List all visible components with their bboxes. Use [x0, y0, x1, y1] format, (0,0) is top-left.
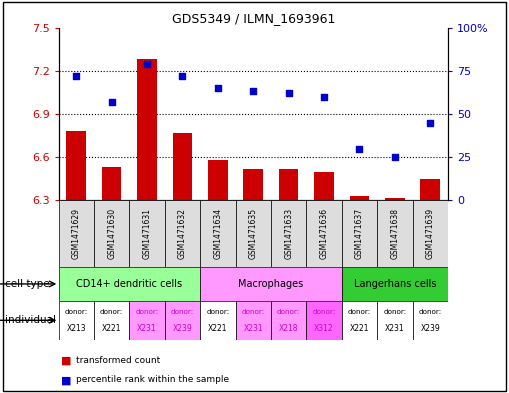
- Text: X221: X221: [102, 325, 121, 333]
- Text: GSM1471631: GSM1471631: [143, 208, 152, 259]
- Text: GSM1471630: GSM1471630: [107, 208, 116, 259]
- Text: X231: X231: [385, 325, 405, 333]
- Text: ■: ■: [61, 375, 72, 385]
- Point: [285, 90, 293, 96]
- Text: X231: X231: [243, 325, 263, 333]
- Text: GSM1471639: GSM1471639: [426, 208, 435, 259]
- Bar: [173, 133, 192, 200]
- Text: GSM1471633: GSM1471633: [284, 208, 293, 259]
- Text: X312: X312: [314, 325, 334, 333]
- Bar: [129, 301, 165, 340]
- Bar: [236, 200, 271, 267]
- Text: donor:: donor:: [348, 309, 371, 315]
- Text: donor:: donor:: [313, 309, 335, 315]
- Bar: [377, 200, 412, 267]
- Bar: [59, 301, 94, 340]
- Text: X239: X239: [173, 325, 192, 333]
- Text: GSM1471634: GSM1471634: [213, 208, 222, 259]
- Bar: [271, 301, 306, 340]
- Text: donor:: donor:: [65, 309, 88, 315]
- Bar: [59, 200, 94, 267]
- Point: [320, 94, 328, 100]
- Text: donor:: donor:: [242, 309, 265, 315]
- Bar: [279, 169, 298, 200]
- Bar: [94, 301, 129, 340]
- Text: X231: X231: [137, 325, 157, 333]
- Text: X221: X221: [208, 325, 228, 333]
- Text: GSM1471636: GSM1471636: [320, 208, 328, 259]
- Bar: [102, 167, 121, 200]
- Text: individual: individual: [5, 315, 56, 325]
- Text: GSM1471637: GSM1471637: [355, 208, 364, 259]
- Text: ■: ■: [61, 356, 72, 365]
- Text: donor:: donor:: [171, 309, 194, 315]
- Bar: [208, 160, 228, 200]
- Text: percentile rank within the sample: percentile rank within the sample: [76, 375, 230, 384]
- Bar: [342, 301, 377, 340]
- Bar: [377, 301, 412, 340]
- Bar: [137, 59, 157, 200]
- Text: cell type: cell type: [5, 279, 50, 289]
- Text: donor:: donor:: [383, 309, 407, 315]
- Text: donor:: donor:: [206, 309, 230, 315]
- Text: X218: X218: [279, 325, 298, 333]
- Bar: [94, 200, 129, 267]
- Text: donor:: donor:: [100, 309, 123, 315]
- Text: CD14+ dendritic cells: CD14+ dendritic cells: [76, 279, 182, 289]
- Title: GDS5349 / ILMN_1693961: GDS5349 / ILMN_1693961: [172, 12, 335, 25]
- Text: GSM1471635: GSM1471635: [249, 208, 258, 259]
- Bar: [59, 267, 200, 301]
- Bar: [342, 267, 448, 301]
- Text: Langerhans cells: Langerhans cells: [354, 279, 436, 289]
- Point: [355, 145, 363, 152]
- Text: GSM1471632: GSM1471632: [178, 208, 187, 259]
- Bar: [236, 301, 271, 340]
- Bar: [412, 200, 448, 267]
- Bar: [342, 200, 377, 267]
- Point: [178, 73, 186, 79]
- Text: X213: X213: [66, 325, 86, 333]
- Bar: [243, 169, 263, 200]
- Text: donor:: donor:: [418, 309, 442, 315]
- Bar: [420, 179, 440, 200]
- Point: [249, 88, 257, 95]
- Text: transformed count: transformed count: [76, 356, 161, 365]
- Text: Macrophages: Macrophages: [238, 279, 303, 289]
- Bar: [165, 301, 200, 340]
- Bar: [271, 200, 306, 267]
- Bar: [200, 200, 236, 267]
- Point: [391, 154, 399, 160]
- Text: donor:: donor:: [135, 309, 159, 315]
- Bar: [385, 198, 405, 200]
- Bar: [412, 301, 448, 340]
- Point: [214, 85, 222, 91]
- Bar: [306, 301, 342, 340]
- Bar: [129, 200, 165, 267]
- Bar: [200, 301, 236, 340]
- Bar: [67, 131, 86, 200]
- Text: X239: X239: [420, 325, 440, 333]
- Text: donor:: donor:: [277, 309, 300, 315]
- Point: [426, 119, 434, 126]
- Point: [72, 73, 80, 79]
- Text: X221: X221: [350, 325, 369, 333]
- Point: [107, 99, 116, 105]
- Bar: [200, 267, 342, 301]
- Bar: [350, 196, 369, 200]
- Text: GSM1471638: GSM1471638: [390, 208, 400, 259]
- Text: GSM1471629: GSM1471629: [72, 208, 81, 259]
- Bar: [306, 200, 342, 267]
- Bar: [314, 172, 334, 200]
- Point: [143, 61, 151, 67]
- Bar: [165, 200, 200, 267]
